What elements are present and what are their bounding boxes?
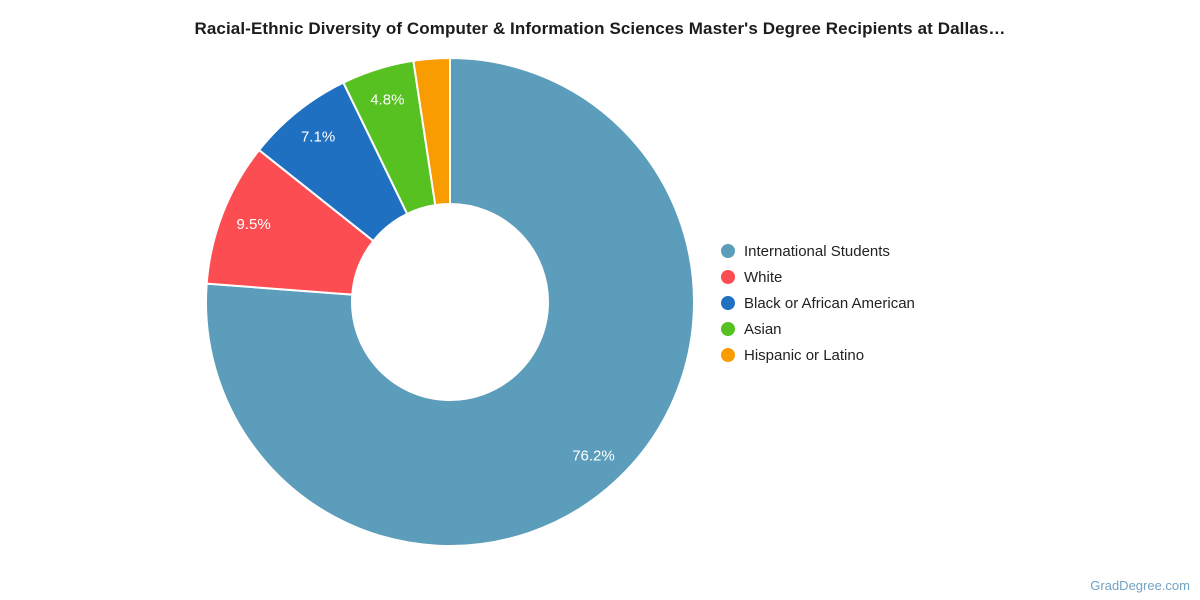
legend-item[interactable]: Asian <box>721 316 915 342</box>
legend-marker-icon <box>721 348 735 362</box>
legend-item[interactable]: White <box>721 264 915 290</box>
legend-label: White <box>744 268 783 286</box>
pie-slice-international-students[interactable] <box>205 57 695 547</box>
legend-marker-icon <box>721 244 735 258</box>
legend-label: Black or African American <box>744 294 915 312</box>
legend-marker-icon <box>721 322 735 336</box>
legend-marker-icon <box>721 270 735 284</box>
legend-label: International Students <box>744 242 890 260</box>
chart-title: Racial-Ethnic Diversity of Computer & In… <box>194 19 1006 38</box>
slice-data-label: 7.1% <box>301 128 335 145</box>
legend-label: Asian <box>744 320 782 338</box>
slice-data-label: 76.2% <box>572 448 615 465</box>
watermark-link[interactable]: GradDegree.com <box>1090 578 1190 593</box>
slice-data-label: 4.8% <box>370 91 404 108</box>
chart-legend: International Students White Black or Afri… <box>721 238 915 368</box>
legend-item[interactable]: Black or African American <box>721 290 915 316</box>
legend-marker-icon <box>721 296 735 310</box>
pie-slice-hispanic-or-latino[interactable] <box>412 57 451 207</box>
slice-data-label: 9.5% <box>236 216 270 233</box>
legend-item[interactable]: International Students <box>721 238 915 264</box>
legend-label: Hispanic or Latino <box>744 346 865 364</box>
legend-item[interactable]: Hispanic or Latino <box>721 342 915 368</box>
